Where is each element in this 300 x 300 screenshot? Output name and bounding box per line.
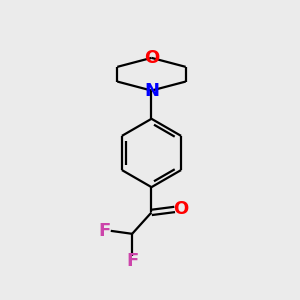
Text: F: F bbox=[126, 253, 138, 271]
Text: O: O bbox=[144, 49, 159, 67]
Text: N: N bbox=[144, 82, 159, 100]
Text: O: O bbox=[174, 200, 189, 218]
Text: F: F bbox=[99, 222, 111, 240]
